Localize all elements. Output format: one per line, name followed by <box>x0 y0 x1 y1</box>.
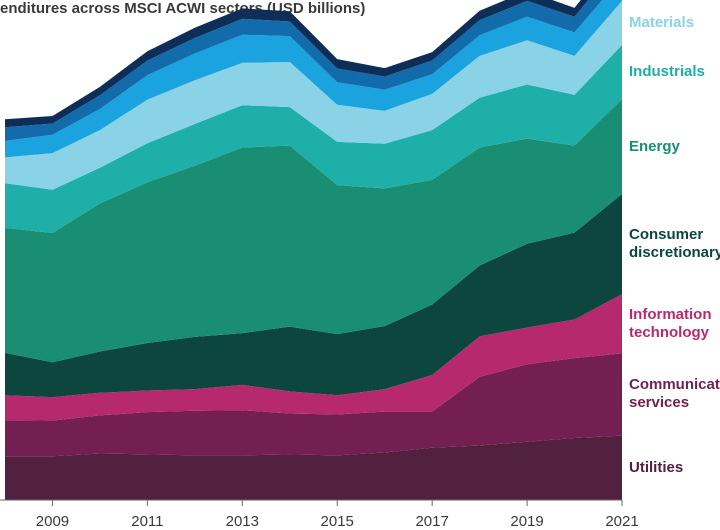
area-consumer-st <box>5 0 622 158</box>
legend-label-information-technology: Information technology <box>629 305 712 341</box>
x-axis-ticks: 2009 2011 2013 2015 2017 2019 2021 <box>36 500 639 530</box>
legend-label-utilities: Utilities <box>629 458 684 476</box>
x-tick-label-2009: 2009 <box>36 513 69 530</box>
legend-label-consumer-discretionary: Consumer discretionary <box>629 226 720 262</box>
area-materials <box>5 0 622 190</box>
area-information-technology <box>5 294 622 421</box>
area-communication-services <box>5 353 622 457</box>
area-health-care <box>5 0 603 141</box>
area-consumer-discretionary <box>5 194 622 398</box>
x-tick-label-2017: 2017 <box>415 513 448 530</box>
area-layers <box>5 0 622 500</box>
x-tick-label-2011: 2011 <box>131 513 163 530</box>
area-energy <box>5 99 622 363</box>
area-industrials <box>5 45 622 233</box>
area-financials-an <box>5 0 589 128</box>
legend-label-industrials: Industrials <box>629 63 705 81</box>
area-utilities <box>5 435 622 500</box>
legend-label-materials: Materials <box>629 13 695 31</box>
x-tick-label-2021: 2021 <box>605 513 638 530</box>
x-tick-label-2013: 2013 <box>226 513 259 530</box>
x-tick-label-2019: 2019 <box>510 513 543 530</box>
x-tick-label-2015: 2015 <box>321 513 354 530</box>
legend-label-energy: Energy <box>629 137 680 155</box>
legend-label-communication-services: Communication services <box>629 376 720 412</box>
